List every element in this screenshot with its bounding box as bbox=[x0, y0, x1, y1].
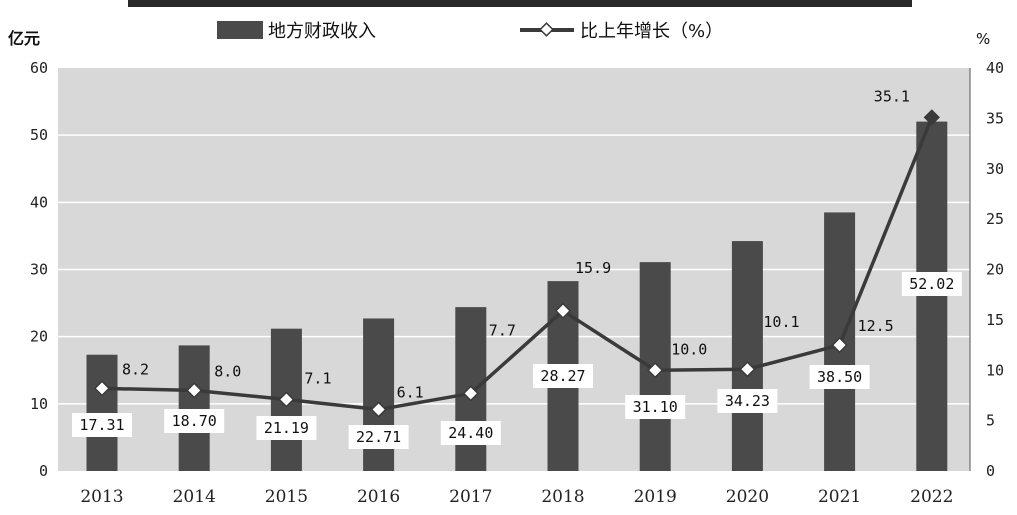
left-tick-label: 40 bbox=[30, 193, 48, 211]
bar-label-2017: 24.40 bbox=[440, 421, 501, 445]
growth-marker-2020 bbox=[739, 361, 756, 378]
bar-2013 bbox=[86, 354, 118, 471]
bar-label-2021: 38.50 bbox=[809, 365, 870, 389]
bar-label-2022: 52.02 bbox=[901, 272, 962, 296]
bar-label-text: 38.50 bbox=[817, 368, 862, 386]
right-tick-label: 40 bbox=[986, 59, 1004, 77]
bar-label-box bbox=[901, 272, 962, 296]
bar-value-labels: 17.31 18.70 21.19 22.71 24.40 28.27 31.10 34.23… bbox=[72, 272, 962, 449]
growth-markers bbox=[93, 109, 940, 418]
bar-label-2015: 21.19 bbox=[256, 416, 317, 440]
bar-label-2020: 34.23 bbox=[717, 389, 778, 413]
bar-2022 bbox=[916, 121, 948, 471]
right-tick-label: 0 bbox=[986, 462, 995, 480]
x-tick-label: 2013 bbox=[80, 487, 123, 507]
legend-bar-label: 地方财政收入 bbox=[268, 21, 376, 42]
growth-marker-2013 bbox=[93, 380, 111, 397]
growth-label-2015: 7.1 bbox=[304, 369, 331, 387]
right-tick-label: 15 bbox=[986, 311, 1004, 329]
bar-2014 bbox=[178, 345, 210, 471]
bar-label-box bbox=[440, 421, 501, 445]
growth-value-labels: 8.2 8.0 7.1 6.1 7.7 15.9 10.0 10.1 12.5 35.1 bbox=[122, 87, 910, 401]
bar-label-text: 18.70 bbox=[172, 412, 217, 430]
x-tick-label: 2019 bbox=[634, 487, 677, 507]
bar-label-text: 17.31 bbox=[79, 416, 124, 434]
bar-label-text: 24.40 bbox=[448, 424, 493, 442]
bar-label-2013: 17.31 bbox=[72, 413, 132, 437]
left-axis: 0 10 20 30 40 50 60 bbox=[30, 59, 48, 480]
bar-label-2018: 28.27 bbox=[533, 364, 593, 388]
growth-marker-2019 bbox=[647, 362, 664, 379]
growth-line-path bbox=[101, 116, 934, 412]
left-tick-label: 0 bbox=[39, 462, 48, 480]
growth-marker-2022 bbox=[923, 109, 940, 126]
growth-label-2016: 6.1 bbox=[397, 384, 424, 402]
bar-label-box bbox=[348, 425, 409, 449]
right-tick-label: 35 bbox=[986, 109, 1004, 127]
growth-marker-2017 bbox=[462, 385, 479, 402]
bar-label-box bbox=[164, 409, 225, 433]
bar-label-2014: 18.70 bbox=[164, 409, 225, 433]
bar-label-text: 22.71 bbox=[356, 428, 401, 446]
gridlines bbox=[58, 134, 970, 405]
legend-line-marker bbox=[539, 22, 554, 37]
top-banner bbox=[128, 0, 912, 7]
left-tick-label: 50 bbox=[30, 126, 48, 144]
right-tick-label: 10 bbox=[986, 361, 1004, 379]
bar-label-text: 28.27 bbox=[540, 367, 585, 385]
bar-label-text: 34.23 bbox=[725, 392, 770, 410]
growth-label-2018: 15.9 bbox=[575, 259, 611, 277]
bar-label-box bbox=[809, 365, 870, 389]
legend: 地方财政收入 比上年增长（%） bbox=[217, 21, 723, 42]
growth-marker-2014 bbox=[186, 382, 203, 399]
growth-label-2020: 10.1 bbox=[763, 313, 799, 331]
bar-label-box bbox=[717, 389, 778, 413]
x-tick-label: 2014 bbox=[173, 487, 216, 507]
x-tick-label: 2021 bbox=[818, 487, 861, 507]
bar-label-box bbox=[72, 413, 132, 437]
bar-2020 bbox=[731, 241, 763, 471]
growth-label-2022: 35.1 bbox=[874, 87, 910, 105]
left-tick-label: 10 bbox=[30, 395, 48, 413]
x-tick-label: 2020 bbox=[726, 487, 769, 507]
bar-label-2019: 31.10 bbox=[625, 395, 686, 419]
left-axis-unit: 亿元 bbox=[8, 29, 40, 48]
bar-label-text: 31.10 bbox=[633, 398, 678, 416]
right-tick-label: 20 bbox=[986, 261, 1004, 279]
bar-label-text: 21.19 bbox=[264, 419, 309, 437]
legend-line-label: 比上年增长（%） bbox=[580, 21, 723, 42]
bar-label-box bbox=[533, 364, 593, 388]
growth-marker-2016 bbox=[370, 401, 387, 418]
legend-bar-swatch bbox=[217, 21, 263, 39]
right-tick-label: 5 bbox=[986, 412, 995, 430]
growth-marker-2015 bbox=[278, 391, 295, 408]
left-tick-label: 30 bbox=[30, 261, 48, 279]
bar-label-2016: 22.71 bbox=[348, 425, 409, 449]
growth-label-2017: 7.7 bbox=[489, 321, 516, 339]
right-axis-unit: % bbox=[976, 30, 990, 48]
right-tick-label: 30 bbox=[986, 160, 1004, 178]
x-axis: 2013 2014 2015 2016 2017 2018 2019 2020 2021 2022 bbox=[80, 487, 953, 507]
x-tick-label: 2018 bbox=[541, 487, 584, 507]
left-tick-label: 60 bbox=[30, 59, 48, 77]
bar-label-text: 52.02 bbox=[909, 275, 954, 293]
bar-label-box bbox=[625, 395, 686, 419]
growth-marker-2021 bbox=[831, 336, 848, 354]
bar-label-box bbox=[256, 416, 317, 440]
growth-label-2014: 8.0 bbox=[214, 362, 241, 380]
x-tick-label: 2017 bbox=[449, 487, 492, 507]
growth-marker-2018 bbox=[554, 302, 572, 319]
right-tick-label: 25 bbox=[986, 210, 1004, 228]
left-tick-label: 20 bbox=[30, 328, 48, 346]
x-tick-label: 2016 bbox=[357, 487, 400, 507]
growth-line bbox=[101, 116, 934, 412]
growth-label-2013: 8.2 bbox=[122, 360, 149, 378]
growth-label-2019: 10.0 bbox=[671, 340, 707, 358]
growth-label-2021: 12.5 bbox=[858, 317, 894, 335]
x-tick-label: 2022 bbox=[910, 487, 953, 507]
x-tick-label: 2015 bbox=[265, 487, 308, 507]
right-axis: 0 5 10 15 20 25 30 35 40 bbox=[969, 59, 1004, 480]
